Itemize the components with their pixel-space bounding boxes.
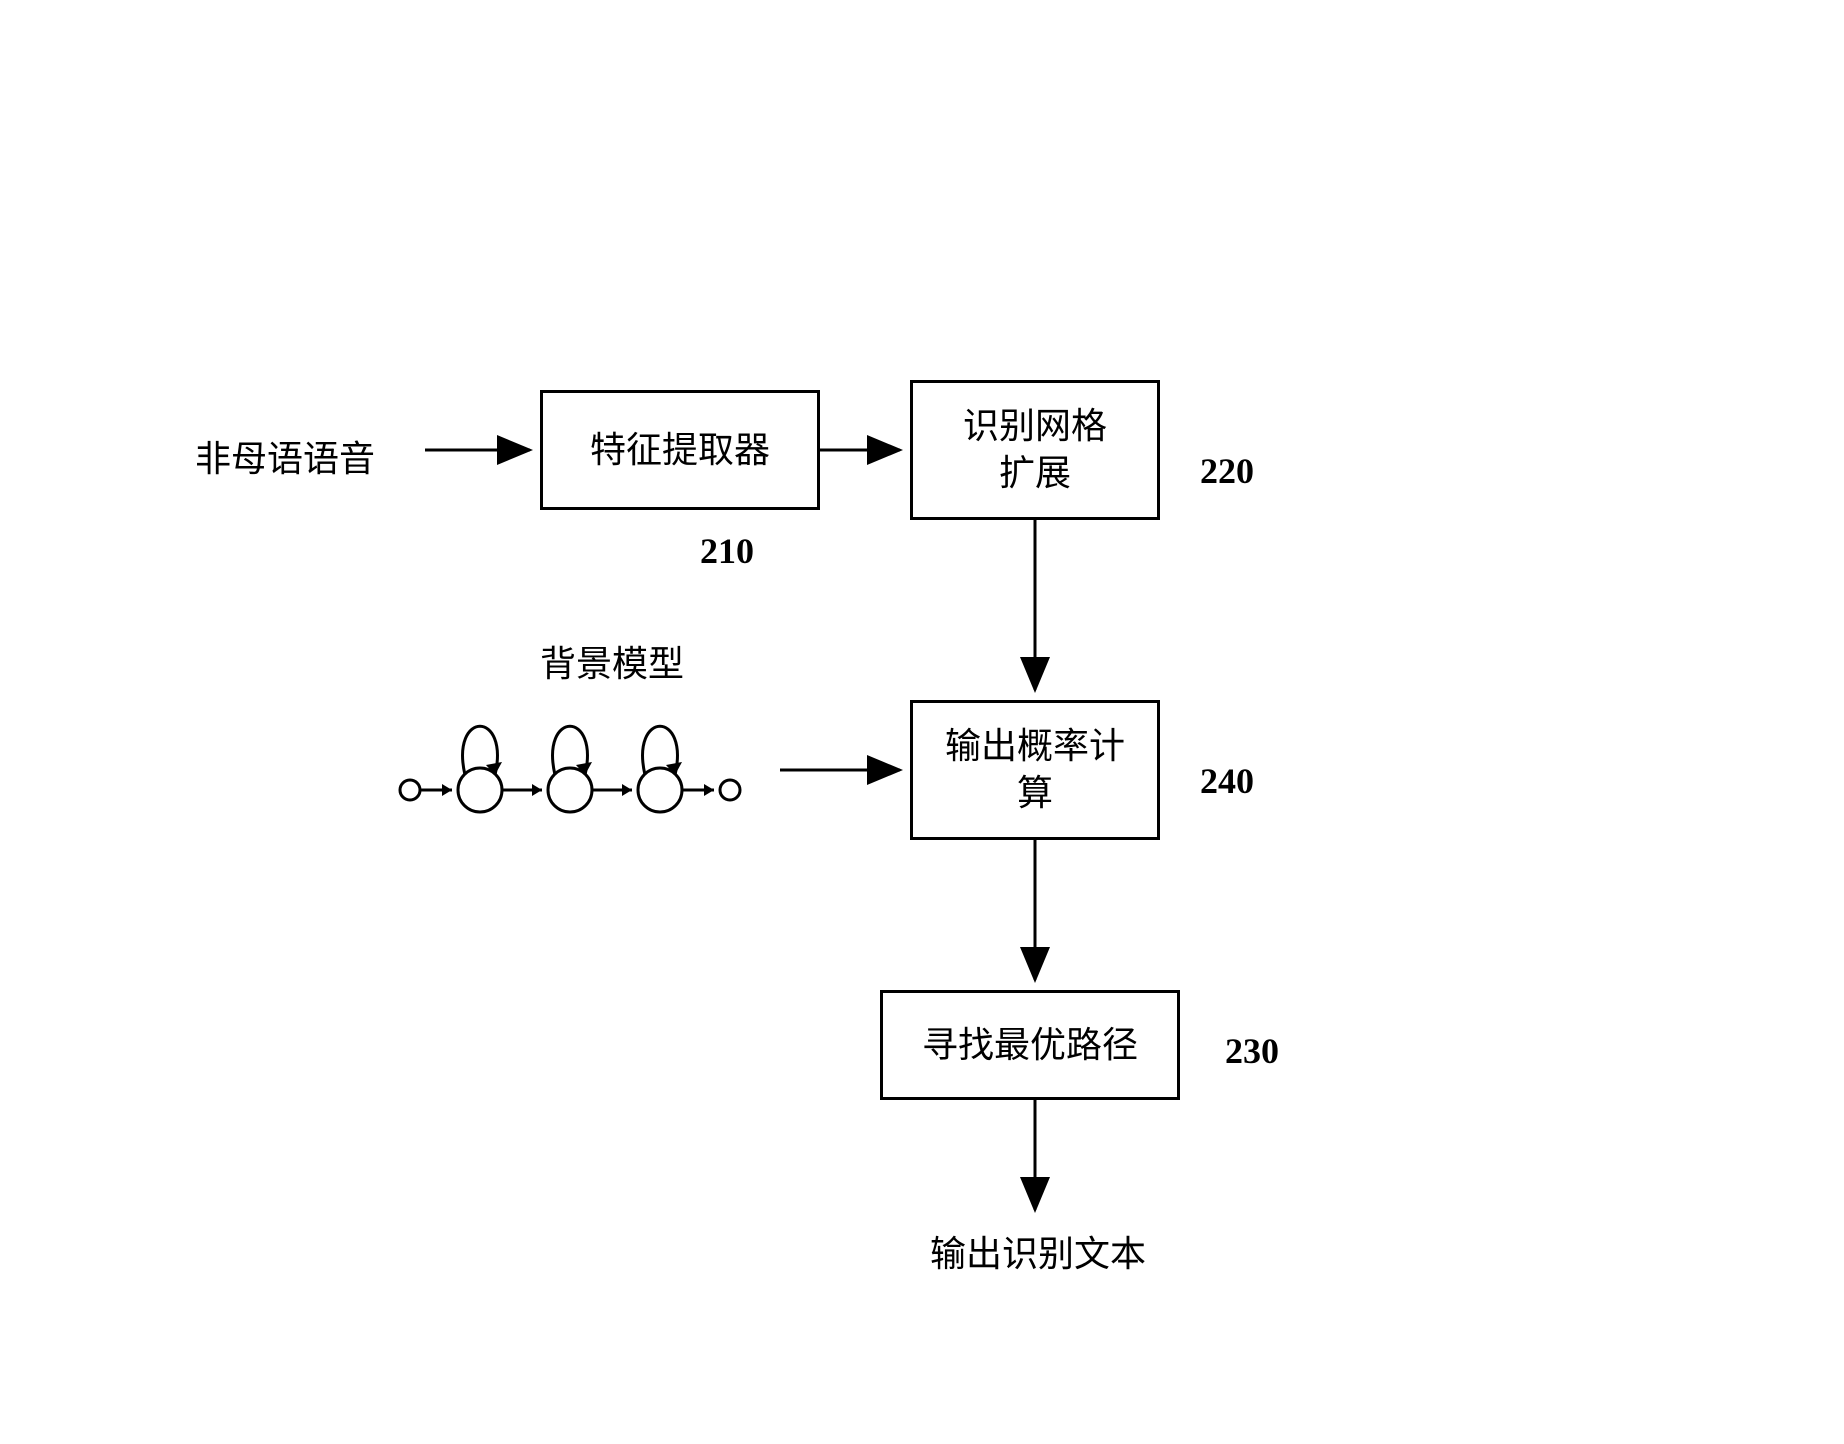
ref-220: 220	[1200, 450, 1254, 492]
hmm-label: 背景模型	[540, 635, 684, 687]
ref-230: 230	[1225, 1030, 1279, 1072]
node-feature-extractor: 特征提取器	[540, 390, 820, 510]
node-find-path-label: 寻找最优路径	[922, 1022, 1138, 1069]
ref-240: 240	[1200, 760, 1254, 802]
input-label: 非母语语音	[195, 430, 375, 482]
node-output-prob: 输出概率计 算	[910, 700, 1160, 840]
node-grid-expand: 识别网格 扩展	[910, 380, 1160, 520]
output-label: 输出识别文本	[930, 1225, 1146, 1277]
node-feature-extractor-label: 特征提取器	[590, 427, 770, 474]
ref-210: 210	[700, 530, 754, 572]
hmm-diagram	[400, 726, 740, 812]
node-output-prob-label: 输出概率计 算	[945, 723, 1125, 817]
node-grid-expand-label: 识别网格 扩展	[963, 403, 1107, 497]
node-find-path: 寻找最优路径	[880, 990, 1180, 1100]
